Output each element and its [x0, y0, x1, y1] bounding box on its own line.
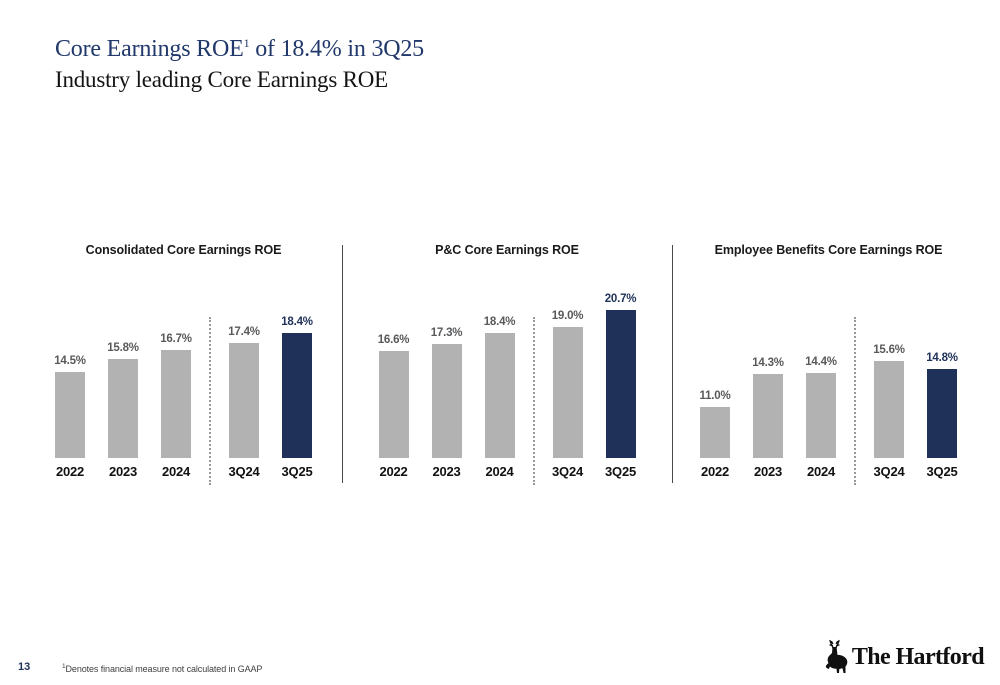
category-label: 3Q25	[282, 464, 313, 479]
dotted-divider	[533, 317, 535, 485]
bar-2022	[55, 372, 85, 458]
slide: Core Earnings ROE1 of 18.4% in 3Q25 Indu…	[0, 0, 1000, 685]
category-label: 2022	[701, 464, 729, 479]
bar-group-3q24: 17.4% 3Q24	[229, 326, 259, 479]
logo-text: The Hartford	[852, 644, 984, 671]
category-label: 3Q25	[605, 464, 636, 479]
category-label: 2024	[807, 464, 835, 479]
chart-consolidated-core-earnings-roe: Consolidated Core Earnings ROE 14.5% 2022…	[35, 240, 342, 490]
title-text-post: of 18.4% in 3Q25	[249, 36, 424, 62]
category-label: 2023	[109, 464, 137, 479]
category-label: 2023	[432, 464, 460, 479]
bar-group-3q25: 20.7% 3Q25	[606, 293, 636, 479]
plot-area: 16.6% 2022 17.3% 2023 18.4% 2024 19.0% 3Q24 20.7…	[379, 289, 636, 479]
category-label: 3Q24	[552, 464, 583, 479]
chart-title: Consolidated Core Earnings ROE	[86, 243, 282, 259]
slide-title: Core Earnings ROE1 of 18.4% in 3Q25	[55, 36, 424, 64]
chart-title: P&C Core Earnings ROE	[435, 243, 579, 259]
footnote: 1Denotes financial measure not calculate…	[62, 663, 262, 674]
bar-2024	[806, 373, 836, 458]
bar-value-label: 17.3%	[431, 327, 463, 339]
bar-group-2022: 16.6% 2022	[379, 334, 409, 479]
vertical-separator	[672, 245, 673, 483]
bar-group-3q24: 15.6% 3Q24	[874, 344, 904, 479]
bar-3q25	[927, 369, 957, 458]
slide-subtitle: Industry leading Core Earnings ROE	[55, 67, 424, 93]
bar-2023	[108, 359, 138, 458]
category-label: 3Q25	[927, 464, 958, 479]
chart-title: Employee Benefits Core Earnings ROE	[715, 243, 943, 259]
dotted-divider	[854, 317, 856, 485]
category-label: 2023	[754, 464, 782, 479]
bar-group-3q25: 18.4% 3Q25	[282, 316, 312, 479]
page-number: 13	[18, 661, 30, 673]
bar-value-label: 20.7%	[605, 293, 637, 305]
bar-group-2023: 14.3% 2023	[753, 357, 783, 479]
title-text: Core Earnings ROE	[55, 36, 244, 62]
bar-group-2023: 15.8% 2023	[108, 342, 138, 479]
chart-pc-core-earnings-roe: P&C Core Earnings ROE 16.6% 2022 17.3% 2023…	[342, 240, 672, 490]
bar-value-label: 18.4%	[484, 316, 516, 328]
category-label: 2024	[162, 464, 190, 479]
bar-value-label: 14.8%	[926, 352, 958, 364]
bar-group-3q24: 19.0% 3Q24	[553, 310, 583, 479]
dotted-divider	[209, 317, 211, 485]
bar-value-label: 16.6%	[378, 334, 410, 346]
bar-value-label: 19.0%	[552, 310, 584, 322]
bar-group-2023: 17.3% 2023	[432, 327, 462, 479]
bar-group-2022: 14.5% 2022	[55, 355, 85, 479]
bar-2024	[161, 350, 191, 458]
bar-group-2024: 16.7% 2024	[161, 333, 191, 479]
bar-value-label: 14.4%	[805, 356, 837, 368]
bar-3q24	[874, 361, 904, 458]
hartford-logo: The Hartford	[820, 639, 984, 675]
bar-value-label: 14.3%	[752, 357, 784, 369]
slide-header: Core Earnings ROE1 of 18.4% in 3Q25 Indu…	[55, 36, 424, 93]
footnote-text: Denotes financial measure not calculated…	[66, 664, 263, 674]
category-label: 3Q24	[229, 464, 260, 479]
bar-group-2022: 11.0% 2022	[700, 390, 730, 479]
bar-value-label: 14.5%	[54, 355, 86, 367]
plot-area: 11.0% 2022 14.3% 2023 14.4% 2024 15.6% 3Q24 14.8…	[700, 289, 957, 479]
bar-value-label: 18.4%	[281, 316, 313, 328]
bar-value-label: 16.7%	[160, 333, 192, 345]
category-label: 2024	[485, 464, 513, 479]
plot-area: 14.5% 2022 15.8% 2023 16.7% 2024 17.4% 3Q24 18.4…	[55, 289, 312, 479]
bar-value-label: 15.6%	[873, 344, 905, 356]
charts-row: Consolidated Core Earnings ROE 14.5% 2022…	[35, 240, 985, 490]
bar-group-3q25: 14.8% 3Q25	[927, 352, 957, 479]
chart-employee-benefits-core-earnings-roe: Employee Benefits Core Earnings ROE 11.0…	[672, 240, 985, 490]
bar-3q24	[553, 327, 583, 458]
category-label: 2022	[379, 464, 407, 479]
bar-value-label: 15.8%	[107, 342, 139, 354]
bar-2024	[485, 333, 515, 458]
vertical-separator	[342, 245, 343, 483]
bar-value-label: 17.4%	[228, 326, 260, 338]
category-label: 2022	[56, 464, 84, 479]
bar-3q24	[229, 343, 259, 458]
bar-value-label: 11.0%	[700, 390, 731, 402]
bar-group-2024: 14.4% 2024	[806, 356, 836, 479]
bar-3q25	[606, 310, 636, 458]
bar-2022	[379, 351, 409, 458]
bar-3q25	[282, 333, 312, 458]
bar-2023	[753, 374, 783, 458]
stag-icon	[820, 639, 852, 675]
bar-2023	[432, 344, 462, 458]
category-label: 3Q24	[874, 464, 905, 479]
bar-2022	[700, 407, 730, 458]
bar-group-2024: 18.4% 2024	[485, 316, 515, 479]
